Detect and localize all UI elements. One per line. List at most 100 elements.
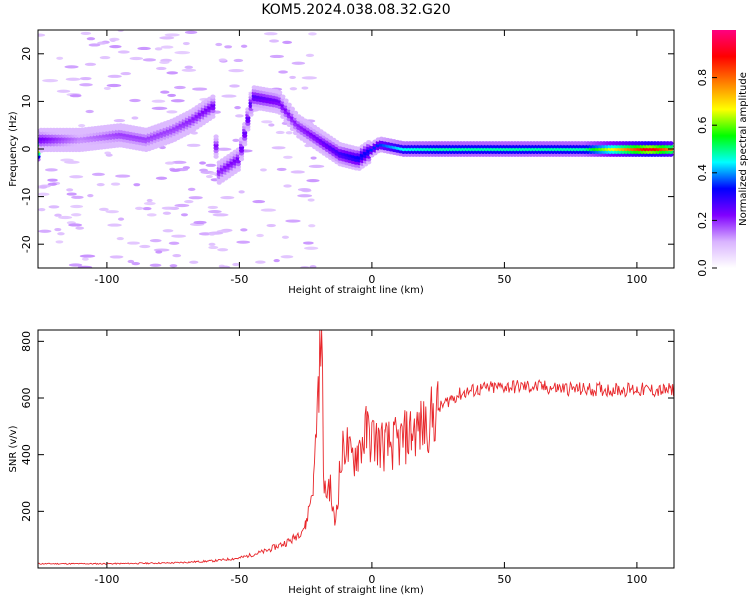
spectrogram-x-tick-label: -100 [94, 273, 119, 286]
spectrogram-speckle [66, 188, 74, 192]
snr-series-line [37, 329, 675, 565]
spectrogram-speckle [169, 264, 178, 268]
spectrogram-speckle [131, 116, 139, 120]
spectrogram-speckle [54, 227, 62, 232]
spectrogram-speckle [307, 198, 315, 202]
spectrogram-speckle [99, 55, 111, 60]
snr-x-tick-label: -100 [94, 573, 119, 586]
spectrogram-speckle [79, 83, 93, 87]
spectrogram-speckle [220, 195, 235, 200]
spectrogram-speckle [71, 195, 84, 199]
spectrogram-speckle [117, 217, 125, 221]
spectrogram-speckle [308, 224, 316, 228]
colorbar: 0.0 0.2 0.4 0.6 0.8 Normalized spectral ampl… [696, 30, 749, 277]
spectrogram-speckle [282, 40, 293, 44]
spectrogram-speckle [142, 58, 157, 62]
spectrogram-y-tick-label: -10 [20, 188, 33, 206]
spectrogram-y-tick-label: 0 [20, 146, 33, 153]
spectrogram-speckle [208, 245, 219, 250]
spectrogram-y-tick-label: 10 [20, 94, 33, 108]
spectrogram-speckle [184, 30, 198, 34]
spectrogram-speckle [160, 90, 170, 94]
spectrogram-speckle [159, 36, 175, 40]
spectrogram-speckle [134, 206, 144, 210]
spectrogram-speckle [78, 124, 86, 128]
spectrogram-speckle [255, 260, 266, 264]
spectrogram-speckle [174, 51, 191, 55]
spectrogram-speckle [260, 168, 267, 172]
colorbar-tick-label: 0.6 [696, 116, 709, 134]
spectrogram-speckle [256, 233, 264, 238]
spectrogram-speckle [127, 241, 140, 245]
spectrogram-speckle [290, 170, 305, 174]
spectrogram-speckle [212, 213, 229, 217]
snr-frame [37, 329, 675, 569]
spectrogram-speckle [99, 207, 109, 211]
spectrogram-speckle [164, 33, 180, 37]
spectrogram-x-tick-label: 50 [497, 273, 511, 286]
spectrogram-speckle [219, 265, 231, 268]
spectrogram-speckle [156, 66, 167, 71]
spectrogram-y-axis-label: Frequency (Hz) [8, 111, 19, 187]
spectrogram-speckle [310, 156, 317, 160]
spectrogram-speckle [240, 228, 248, 232]
spectrogram-speckle [205, 174, 213, 179]
spectrogram-speckle [58, 215, 73, 220]
spectrogram-speckle [232, 138, 240, 142]
spectrogram-speckle [54, 213, 62, 217]
spectrogram-speckle [44, 168, 58, 172]
spectrogram-cell [292, 110, 299, 116]
snr-x-tick-label: 50 [497, 573, 511, 586]
spectrogram-speckle [65, 77, 81, 81]
snr-marks [37, 329, 675, 565]
spectrogram-x-tick-label: 0 [368, 273, 375, 286]
spectrogram-cell [668, 141, 674, 146]
spectrogram-speckle [69, 175, 84, 179]
spectrogram-speckle [193, 220, 207, 225]
spectrogram-speckle [38, 192, 50, 196]
spectrogram-speckle [115, 174, 131, 178]
spectrogram-speckle [181, 68, 197, 72]
spectrogram-speckle [56, 56, 64, 60]
spectrogram-speckle [172, 254, 182, 258]
spectrogram-speckle [129, 56, 144, 61]
snr-y-tick-label: 400 [20, 444, 33, 465]
spectrogram-speckle [105, 210, 119, 214]
spectrogram-speckle [285, 131, 293, 135]
spectrogram-speckle [304, 246, 319, 250]
spectrogram-speckle [66, 192, 77, 196]
spectrogram-speckle [38, 229, 52, 233]
spectrogram-speckle [88, 43, 101, 47]
chart-title: KOM5.2024.038.08.32.G20 [261, 2, 450, 18]
spectrogram-speckle [127, 259, 135, 264]
spectrogram-speckle [155, 176, 168, 180]
spectrogram-speckle [109, 44, 122, 49]
spectrogram-speckle [86, 37, 96, 41]
spectrogram-speckle [207, 209, 222, 214]
spectrogram-speckle [149, 239, 162, 243]
spectrogram-speckle [137, 46, 151, 51]
spectrogram-speckle [297, 194, 313, 198]
spectrogram-speckle [81, 257, 89, 261]
spectrogram-speckle [283, 184, 292, 188]
spectrogram-speckle [252, 199, 266, 204]
spectrogram-speckle [263, 32, 278, 36]
spectrogram-speckle [229, 84, 240, 88]
spectrogram-speckle [110, 182, 121, 186]
spectrogram-speckle [228, 69, 244, 73]
spectrogram-speckle [113, 118, 126, 123]
spectrogram-speckle [38, 33, 46, 37]
spectrogram-speckle [161, 206, 176, 210]
spectrogram-speckle [199, 161, 206, 165]
snr-y-tick-label: 800 [20, 331, 33, 352]
spectrogram-speckle [143, 201, 156, 206]
spectrogram-speckle [166, 71, 179, 75]
spectrogram-y-tick-label: -20 [20, 235, 33, 253]
spectrogram-speckle [289, 87, 298, 91]
spectrogram-speckle [302, 241, 314, 245]
spectrogram-speckle [240, 44, 248, 48]
snr-x-axis-label: Height of straight line (km) [288, 585, 424, 596]
spectrogram-speckle [276, 167, 287, 172]
spectrogram-speckle [207, 205, 219, 210]
